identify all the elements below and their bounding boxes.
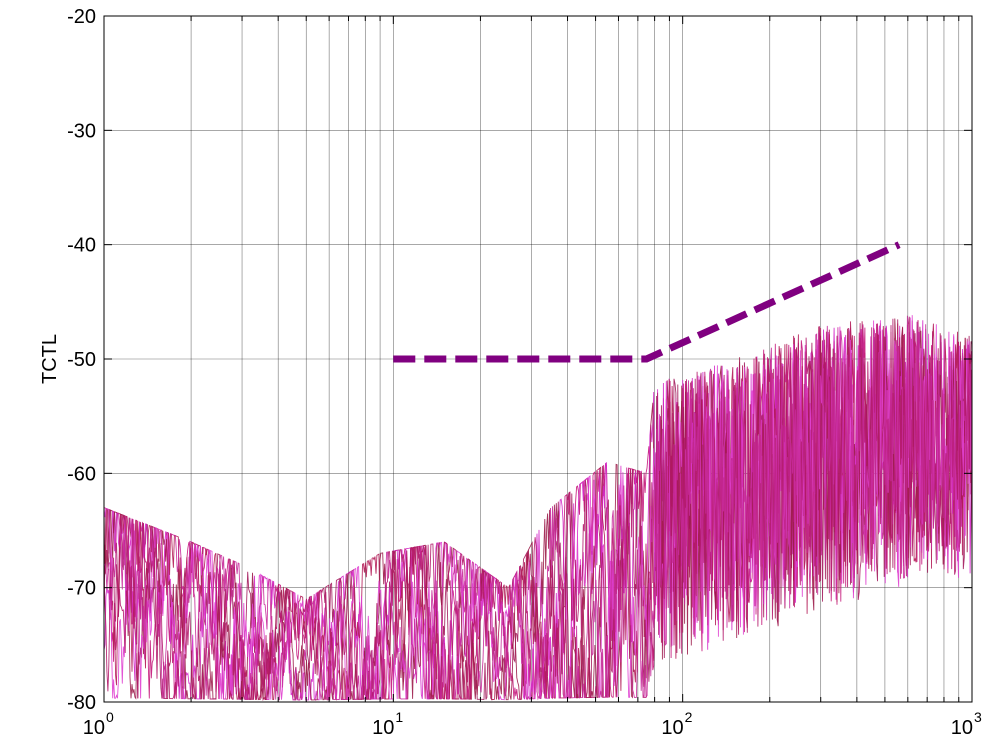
x-tick-label: 10 3 [951, 709, 982, 739]
x-tick-label-base: 10 [661, 717, 683, 739]
x-tick-label-base: 10 [951, 717, 973, 739]
measured-series-line [104, 315, 972, 701]
tick-marks [103, 15, 972, 703]
limit-line-group [393, 241, 901, 363]
measured-series-group [104, 315, 972, 702]
x-tick-label-base: 10 [372, 717, 394, 739]
x-tick-label-exponent: 3 [974, 709, 982, 725]
x-tick-label: 10 0 [83, 709, 114, 739]
y-tick-label: -50 [67, 349, 96, 371]
x-tick-label-base: 10 [83, 717, 105, 739]
x-tick-label-exponent: 2 [685, 709, 693, 725]
y-tick-label: -20 [67, 6, 96, 28]
limit-line [393, 241, 901, 363]
y-tick-label: -60 [67, 463, 96, 485]
y-axis-label: TCTL [39, 334, 61, 384]
y-tick-label: -70 [67, 578, 96, 600]
y-tick-label: -30 [67, 120, 96, 142]
x-tick-label-exponent: 1 [395, 709, 403, 725]
y-tick-labels: -20 -30 -40 -50 -60 -70 -80 [67, 6, 96, 714]
x-tick-label: 10 1 [372, 709, 403, 739]
y-tick-label: -80 [67, 692, 96, 714]
y-tick-label: -40 [67, 235, 96, 257]
measured-series-line [104, 320, 972, 702]
measured-series-line [104, 316, 972, 700]
x-tick-labels: 10 0 10 1 10 2 10 3 [83, 709, 982, 739]
x-tick-label: 10 2 [661, 709, 692, 739]
x-tick-label-exponent: 0 [106, 709, 114, 725]
